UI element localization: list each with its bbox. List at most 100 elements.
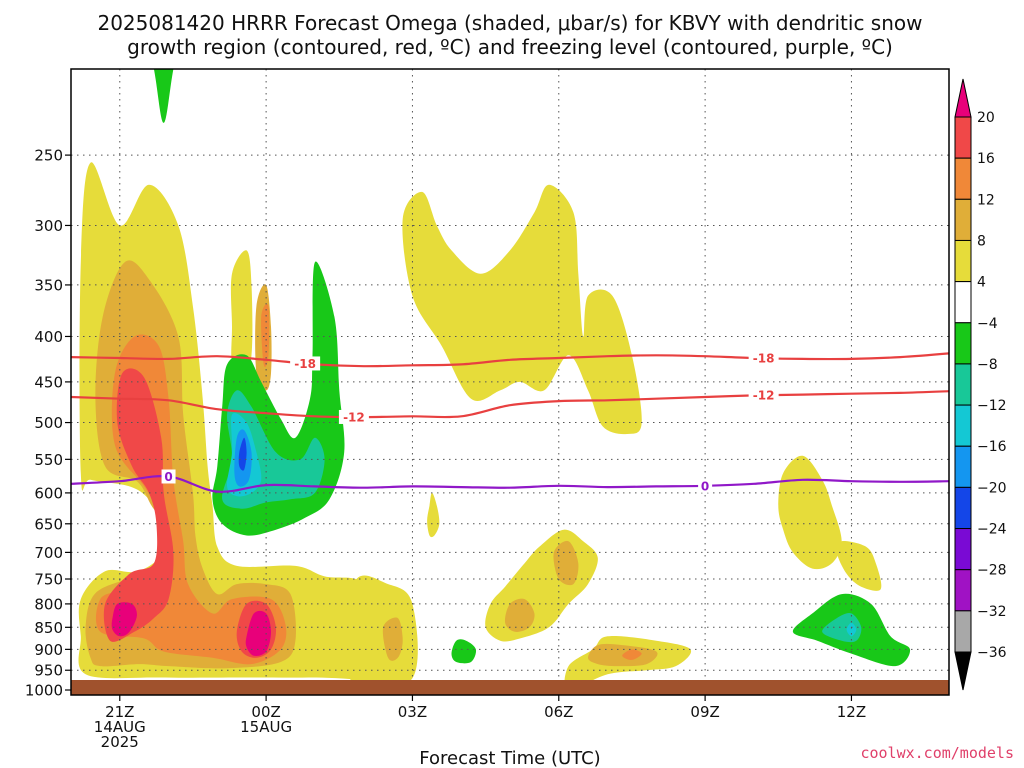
- contour-label-bg--18-1: [748, 351, 779, 366]
- credit-text: coolwx.com/models: [860, 744, 1014, 762]
- omega-region-5: [111, 602, 137, 637]
- y-tick-label-900: 900: [34, 641, 63, 659]
- colorbar-label-0: 20: [977, 110, 995, 126]
- y-tick-label-350: 350: [34, 276, 63, 294]
- colorbar-bottom-arrow: [954, 651, 972, 691]
- x-tick-label-0-0: 21Z: [105, 703, 134, 721]
- omega-region-20: [778, 455, 842, 570]
- colorbar-label-11: −28: [977, 563, 1007, 579]
- omega-region-9: [261, 303, 270, 368]
- contour-label-bg-0-0: [161, 469, 176, 484]
- contour-line-0: [71, 475, 949, 493]
- x-tick-label-0-2: 2025: [101, 733, 139, 751]
- colorbar-swatch-4: [954, 281, 972, 324]
- colorbar-swatch-7: [954, 404, 972, 447]
- y-tick-label-550: 550: [34, 451, 63, 469]
- omega-region-31: [846, 622, 857, 637]
- omega-region-10: [348, 575, 418, 695]
- colorbar: 20 16 12 8 4 −4 −8 −12 −16 −20 −24 −28 −32 −36: [954, 78, 1007, 691]
- contour-label-bg--12-1: [748, 388, 779, 403]
- omega-region-6: [245, 610, 271, 656]
- colorbar-label-10: −24: [977, 522, 1007, 538]
- colorbar-swatch-12: [954, 610, 972, 653]
- colorbar-label-7: −12: [977, 398, 1007, 414]
- colorbar-label-6: −8: [977, 357, 998, 373]
- y-tick-label-600: 600: [34, 484, 63, 502]
- colorbar-label-5: −4: [977, 316, 998, 332]
- colorbar-label-9: −20: [977, 480, 1007, 496]
- chart-title-line-2: growth region (contoured, red, ºC) and f…: [127, 35, 893, 59]
- colorbar-swatch-9: [954, 486, 972, 530]
- colorbar-label-12: −32: [977, 604, 1007, 620]
- y-tick-label-450: 450: [34, 373, 63, 391]
- omega-region-12: [402, 184, 642, 435]
- contour-label--12-0: -12: [343, 410, 365, 424]
- omega-shaded-regions: [78, 69, 911, 695]
- colorbar-label-8: −16: [977, 439, 1007, 455]
- y-tick-label-850: 850: [34, 619, 63, 637]
- contour-label--18-1: -18: [753, 352, 775, 366]
- y-tick-label-400: 400: [34, 328, 63, 346]
- omega-region-3: [103, 368, 174, 642]
- y-tick-label-500: 500: [34, 414, 63, 432]
- contour-label-bg--18-0: [290, 356, 321, 371]
- colorbar-top-arrow: [954, 78, 972, 118]
- x-tick-label-3-1: 15AUG: [240, 718, 292, 736]
- y-tick-label-950: 950: [34, 662, 63, 680]
- temperature-contours: -18 -18 -12 -12 0 0: [71, 351, 949, 493]
- contour-label-bg-0-1: [698, 478, 713, 493]
- omega-region-27: [238, 437, 247, 471]
- y-tick-label-700: 700: [34, 544, 63, 562]
- colorbar-label-1: 16: [977, 151, 995, 167]
- colorbar-swatch-0: [954, 116, 972, 159]
- omega-region-11: [382, 617, 403, 661]
- y-tick-label-650: 650: [34, 515, 63, 533]
- contour-label-0-0: 0: [164, 470, 172, 484]
- contour-line--18: [71, 352, 949, 368]
- colorbar-swatch-8: [954, 445, 972, 488]
- colorbar-label-2: 12: [977, 192, 995, 208]
- omega-region-21: [836, 541, 882, 591]
- omega-region-15: [504, 598, 535, 632]
- terrain-strip: [71, 680, 949, 695]
- grid-lines: [71, 69, 949, 695]
- colorbar-label-4: 4: [977, 275, 986, 291]
- contour-label-bg--12-0: [338, 409, 369, 424]
- y-tick-label-750: 750: [34, 571, 63, 589]
- omega-region-7: [230, 250, 253, 391]
- y-axis-ticks: 250 300 350 400 450 500 550 600 650 700 750 800 850 9…: [25, 147, 71, 700]
- omega-region-16: [553, 540, 579, 586]
- y-tick-label-800: 800: [34, 595, 63, 613]
- colorbar-swatch-2: [954, 198, 972, 241]
- x-tick-label-0-1: 14AUG: [94, 718, 146, 736]
- y-tick-label-1000: 1000: [25, 682, 63, 700]
- omega-region-13: [427, 492, 440, 538]
- omega-region-0: [78, 162, 400, 680]
- contour-label-0-1: 0: [701, 479, 709, 493]
- contour-label--18-0: -18: [294, 357, 316, 371]
- contour-line--12: [71, 390, 949, 419]
- x-tick-label-6-0: 03Z: [398, 703, 427, 721]
- y-tick-label-250: 250: [34, 147, 63, 165]
- x-tick-label-12-0: 09Z: [690, 703, 719, 721]
- omega-region-28: [451, 639, 477, 664]
- colorbar-label-3: 8: [977, 233, 986, 249]
- x-tick-label-9-0: 06Z: [544, 703, 573, 721]
- y-tick-label-300: 300: [34, 217, 63, 235]
- omega-region-22: [153, 69, 174, 123]
- x-tick-label-3-0: 00Z: [251, 703, 280, 721]
- colorbar-swatch-6: [954, 363, 972, 406]
- colorbar-swatch-10: [954, 528, 972, 571]
- colorbar-label-13: −36: [977, 645, 1007, 661]
- omega-region-19: [622, 649, 642, 660]
- x-tick-label-15-0: 12Z: [837, 703, 866, 721]
- contour-label--12-1: -12: [753, 389, 775, 403]
- colorbar-swatch-3: [954, 239, 972, 283]
- colorbar-swatch-11: [954, 569, 972, 612]
- x-axis-label: Forecast Time (UTC): [419, 748, 600, 768]
- colorbar-swatch-5: [954, 322, 972, 365]
- colorbar-swatch-1: [954, 157, 972, 200]
- chart-title-line-1: 2025081420 HRRR Forecast Omega (shaded, …: [97, 11, 922, 35]
